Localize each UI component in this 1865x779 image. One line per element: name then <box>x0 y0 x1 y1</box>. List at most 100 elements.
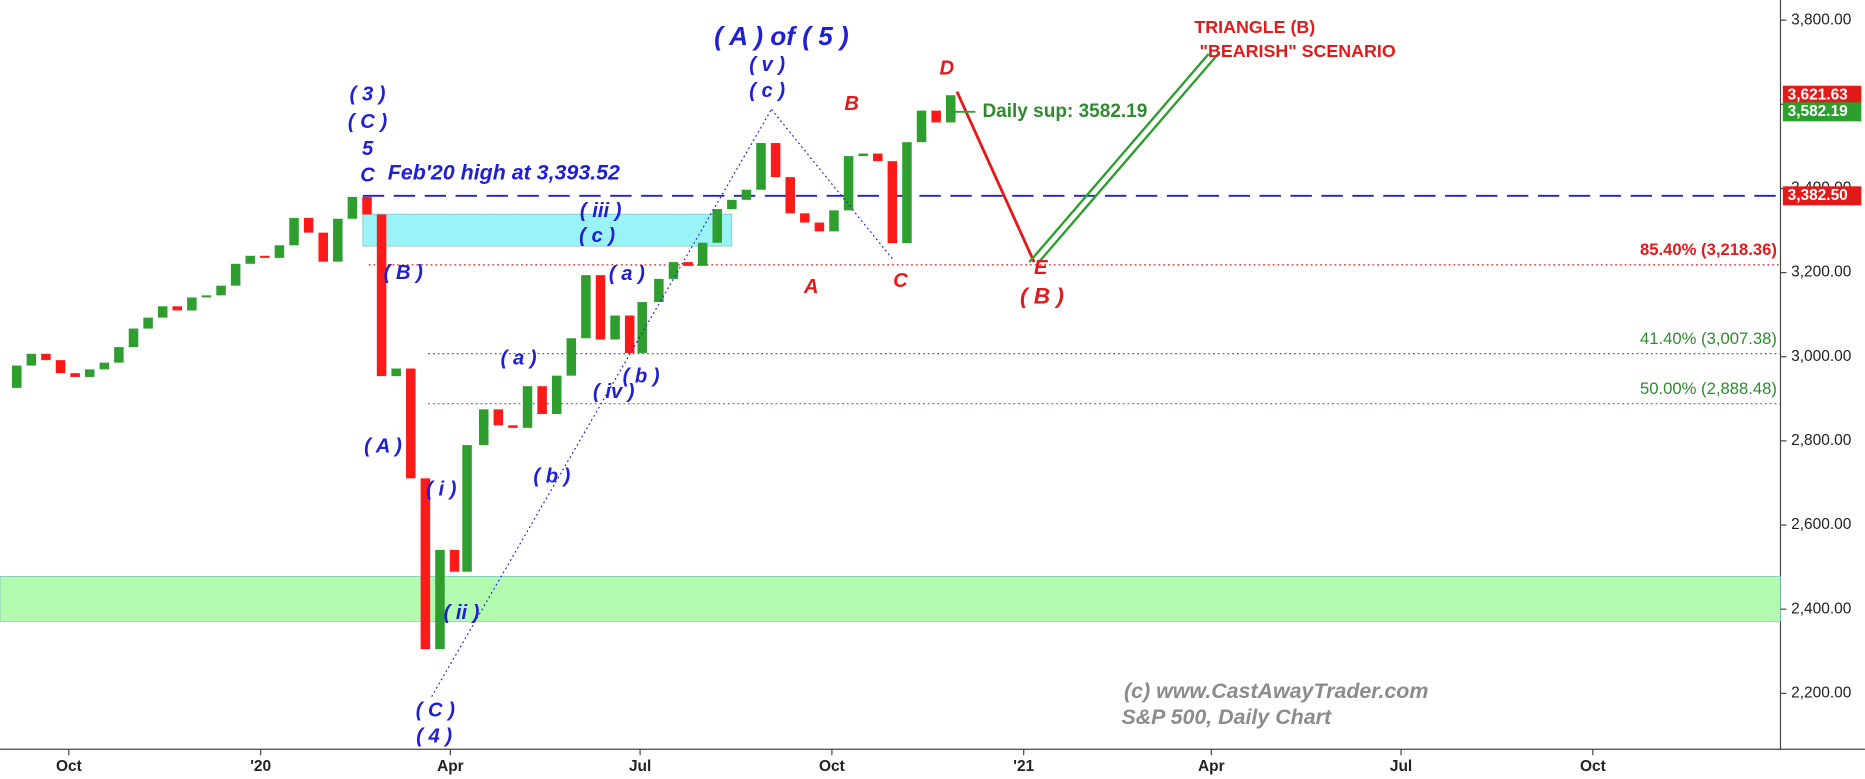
candle <box>566 338 577 376</box>
candle <box>230 263 241 286</box>
annotation: ( iv ) <box>593 381 635 403</box>
candle <box>391 368 401 377</box>
candle <box>916 110 927 143</box>
annotation: ( C ) <box>416 700 456 722</box>
candle <box>114 347 124 363</box>
annotation: "BEARISH" SCENARIO <box>1200 41 1396 61</box>
annotation: B <box>844 93 859 115</box>
candle <box>756 143 766 190</box>
candle <box>41 353 51 361</box>
candle <box>478 409 489 446</box>
price-tag <box>1782 186 1862 206</box>
price-tag-label: 3,582.19 <box>1788 103 1849 120</box>
annotation: 5 <box>362 138 374 160</box>
candle <box>187 297 197 311</box>
candle <box>406 368 416 479</box>
annotation: ( b ) <box>533 465 570 487</box>
fib-label: 50.00% (2,888.48) <box>1640 379 1777 398</box>
candle <box>55 360 66 374</box>
x-tick-label: Oct <box>1580 758 1606 775</box>
annotation: ( A ) <box>364 436 402 458</box>
candle <box>800 213 810 223</box>
candle <box>873 153 883 162</box>
candle <box>814 222 825 232</box>
candle <box>637 302 647 353</box>
candle <box>858 153 868 157</box>
candle <box>551 375 562 414</box>
projection-line <box>955 91 1036 263</box>
annotation: C <box>893 270 908 292</box>
annotation: ( A ) of ( 5 ) <box>714 21 849 51</box>
annotation: (c) www.CastAwayTrader.com <box>1124 679 1428 703</box>
candle <box>333 218 343 262</box>
candle <box>260 255 270 258</box>
candle <box>712 209 722 243</box>
annotation: ( v ) <box>749 54 785 76</box>
x-tick-label: Jul <box>629 758 651 775</box>
candle <box>435 549 445 650</box>
y-tick-label: 3,000.00 <box>1791 348 1851 365</box>
candle <box>11 365 22 388</box>
candle <box>785 177 795 214</box>
candle <box>508 425 518 428</box>
annotation: ( c ) <box>749 80 785 102</box>
candle <box>624 315 635 353</box>
candle <box>216 285 226 296</box>
x-tick-label: '20 <box>250 758 271 775</box>
x-tick-label: Oct <box>819 758 845 775</box>
annotation: ( ii ) <box>444 602 480 624</box>
candle <box>201 295 212 298</box>
candle <box>654 278 664 303</box>
candle <box>84 369 95 377</box>
candle <box>741 189 752 200</box>
projection-line <box>1028 53 1210 263</box>
y-tick-label: 2,200.00 <box>1791 684 1851 701</box>
projection-line <box>1037 53 1220 263</box>
y-tick-label: 2,600.00 <box>1791 516 1851 533</box>
annotation: A <box>803 276 819 298</box>
annotation: ( B ) <box>384 262 424 284</box>
candle <box>697 242 708 266</box>
annotation: ( B ) <box>1020 283 1064 308</box>
candle <box>318 232 328 262</box>
candle <box>668 262 679 279</box>
price-tag <box>1782 85 1862 105</box>
candle <box>843 156 854 211</box>
annotation: ( c ) <box>579 225 615 247</box>
fib-label: 85.40% (3,218.36) <box>1640 240 1777 259</box>
price-tag-label: 3,382.50 <box>1788 187 1848 204</box>
candle <box>172 306 183 311</box>
annotation: ( a ) <box>609 263 645 285</box>
candle <box>128 328 139 348</box>
candle <box>581 275 591 339</box>
candle <box>945 95 956 123</box>
x-tick-label: Apr <box>437 758 464 775</box>
annotation: ( 3 ) <box>350 83 386 105</box>
annotation: ( i ) <box>426 478 457 500</box>
zone <box>0 576 1781 622</box>
annotation: S&P 500, Daily Chart <box>1121 705 1332 729</box>
candle <box>493 409 504 426</box>
candle <box>99 362 110 370</box>
candle <box>902 142 912 244</box>
y-tick-label: 2,800.00 <box>1791 432 1851 449</box>
annotation: Feb'20 high at 3,393.52 <box>388 160 620 184</box>
price-tag <box>1782 102 1862 122</box>
wave-line <box>431 109 772 697</box>
candle <box>420 478 431 650</box>
fib-label: 41.40% (3,007.38) <box>1640 329 1777 348</box>
wave-line <box>770 109 893 260</box>
candle <box>289 217 299 246</box>
x-tick-label: '21 <box>1013 758 1034 775</box>
annotation: ( iii ) <box>580 200 622 222</box>
candle <box>143 317 153 329</box>
candle <box>887 161 898 244</box>
candle <box>595 275 606 340</box>
annotation: ( 4 ) <box>416 726 452 748</box>
candle <box>70 373 80 377</box>
y-tick-label: 3,800.00 <box>1791 11 1851 28</box>
